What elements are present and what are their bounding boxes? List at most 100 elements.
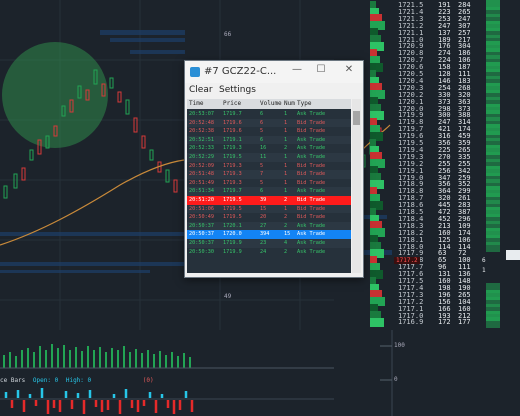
- ladder-row[interactable]: 1720.4 146 183: [334, 75, 520, 87]
- ladder-row[interactable]: 1718.8 364 299: [334, 186, 520, 197]
- ladder-row[interactable]: 1716.9 172 177: [334, 317, 520, 328]
- col-type[interactable]: Type: [297, 100, 312, 107]
- table-row[interactable]: 20:50:30 1719.9 24 2 Ask Trade: [187, 247, 351, 257]
- ladder-row[interactable]: 1720.7 224 106: [334, 55, 520, 66]
- ladder-row[interactable]: 1719.0 347 259: [334, 172, 520, 183]
- minimize-button[interactable]: —: [292, 64, 302, 75]
- cell-type: Ask Trade: [297, 231, 326, 238]
- ladder-price: 1720.4: [398, 76, 424, 85]
- col-price[interactable]: Price: [223, 100, 242, 107]
- ladder-row[interactable]: 1720.2 330 320: [334, 89, 520, 101]
- window-titlebar[interactable]: #7 GCZ22-C... — ☐ ✕: [185, 61, 363, 83]
- ladder-row[interactable]: 1718.3 213 109: [334, 220, 520, 232]
- ladder-row[interactable]: 1721.3 253 247: [334, 13, 520, 25]
- ladder-row[interactable]: 1718.7 320 261: [334, 193, 520, 204]
- ladder-row[interactable]: 1719.6 316 459: [334, 131, 520, 142]
- cell-num: 1: [284, 179, 288, 186]
- col-num[interactable]: Num: [284, 100, 295, 107]
- scrollbar-thumb[interactable]: [353, 111, 360, 125]
- ladder-row[interactable]: 1718.9 356 352: [334, 179, 520, 190]
- ladder-row[interactable]: 1721.2 247 307: [334, 20, 520, 32]
- ladder-row[interactable]: 1717.2 156 104: [334, 296, 520, 308]
- maximize-button[interactable]: ☐: [316, 64, 326, 75]
- price-ladder[interactable]: 1721.5 191 284 1721.4 223 265 1721.3 253 247 1721…: [334, 0, 520, 330]
- cell-num: 2: [284, 145, 288, 152]
- table-row[interactable]: 20:51:06 1719.5 15 1 Bid Trade: [187, 204, 351, 214]
- ladder-price: 1720.1: [398, 97, 424, 106]
- ladder-row[interactable]: 1718.4 452 296: [334, 213, 520, 225]
- table-row[interactable]: 20:51:48 1719.3 7 1 Bid Trade: [187, 170, 351, 179]
- ladder-row[interactable]: 1718.1 125 106: [334, 234, 520, 245]
- ladder-row[interactable]: 1718.6 445 283: [334, 200, 520, 211]
- ladder-row[interactable]: 1719.1 256 342: [334, 165, 520, 176]
- ladder-row[interactable]: 1720.3 254 268: [334, 82, 520, 94]
- table-row[interactable]: 20:52:09 1719.3 5 1 Bid Trade: [187, 161, 351, 171]
- table-row[interactable]: 20:52:33 1719.3 16 2 Ask Trade: [187, 144, 351, 153]
- ladder-row[interactable]: 1719.4 225 265: [334, 144, 520, 156]
- ladder-row[interactable]: 1719.3 270 335: [334, 151, 520, 163]
- ladder-row[interactable]: 1720.8 274 186: [334, 48, 520, 59]
- ladder-row[interactable]: 1717.9 63 72: [334, 248, 520, 259]
- ladder-row[interactable]: 1719.9 300 388: [334, 110, 520, 121]
- ladder-row[interactable]: 1720.9 176 304: [334, 41, 520, 52]
- ladder-row[interactable]: 1720.0 298 373: [334, 103, 520, 114]
- table-row[interactable]: 20:51:20 1719.5 39 2 Bid Trade: [187, 196, 351, 205]
- menu-clear[interactable]: Clear: [189, 85, 213, 95]
- ladder-price: 1718.7: [398, 194, 424, 203]
- ladder-row[interactable]: 1719.8 247 314: [334, 117, 520, 128]
- table-row[interactable]: 20:52:29 1719.5 11 1 Ask Trade: [187, 153, 351, 162]
- trades-table[interactable]: Time Price Volume Num Type 20:53:07 1719.…: [187, 99, 351, 273]
- ladder-row[interactable]: 1720.6 158 187: [334, 62, 520, 73]
- table-row[interactable]: 20:50:49 1719.5 20 2 Bid Trade: [187, 213, 351, 222]
- ladder-row[interactable]: 1717.1 166 160: [334, 303, 520, 314]
- close-button[interactable]: ✕: [344, 64, 354, 75]
- ladder-row[interactable]: 1717.6 131 136: [334, 269, 520, 279]
- ladder-row[interactable]: 1718.0 114 114: [334, 241, 520, 252]
- cell-price: 1719.5: [223, 214, 242, 221]
- col-volume[interactable]: Volume: [260, 100, 282, 107]
- ladder-price: 1718.3: [398, 221, 424, 230]
- ladder-row[interactable]: 1718.5 472 387: [334, 207, 520, 218]
- ladder-row[interactable]: 1719.7 421 174: [334, 124, 520, 135]
- ladder-row[interactable]: 1721.5 191 284: [334, 0, 520, 11]
- ladder-cell-highlight: [486, 124, 500, 135]
- ladder-cell-highlight: [486, 103, 500, 114]
- ladder-row[interactable]: 1717.4 198 190: [334, 282, 520, 294]
- ladder-cell-highlight: [486, 158, 500, 170]
- ladder-ask-volume: 177: [458, 318, 471, 327]
- ladder-row[interactable]: 1718.2 160 174: [334, 227, 520, 239]
- ladder-row[interactable]: 1721.0 189 217: [334, 34, 520, 45]
- cell-time: 20:52:38: [189, 128, 214, 135]
- cell-price: 1719.7: [223, 188, 242, 195]
- table-row[interactable]: 20:50:37 1720.1 27 2 Ask Trade: [187, 221, 351, 231]
- table-scrollbar[interactable]: [352, 99, 361, 273]
- ladder-row[interactable]: 1721.1 137 257: [334, 27, 520, 38]
- ladder-row[interactable]: 1720.5 128 111: [334, 69, 520, 80]
- ladder-row[interactable]: 1717.0 193 212: [334, 310, 520, 321]
- table-row[interactable]: 20:53:07 1719.7 6 1 Ask Trade: [187, 110, 351, 119]
- menu-settings[interactable]: Settings: [219, 85, 256, 95]
- table-row[interactable]: 20:51:34 1719.7 6 1 Ask Trade: [187, 187, 351, 196]
- cell-time: 20:50:37: [189, 231, 214, 238]
- table-row[interactable]: 20:52:51 1719.1 6 1 Ask Trade: [187, 135, 351, 145]
- ladder-volume-bar: [370, 76, 379, 86]
- time-and-sales-window[interactable]: #7 GCZ22-C... — ☐ ✕ Clear Settings Time …: [184, 60, 364, 278]
- ladder-row[interactable]: 1719.2 255 255: [334, 158, 520, 170]
- ladder-row[interactable]: 1720.1 373 363: [334, 96, 520, 107]
- table-row[interactable]: 20:50:37 1719.9 23 4 Ask Trade: [187, 239, 351, 248]
- ladder-row[interactable]: 1717.7 96 111: [334, 262, 520, 272]
- ladder-volume-bar: [370, 28, 378, 38]
- ladder-row[interactable]: 1721.4 223 265: [334, 6, 520, 18]
- table-row[interactable]: 20:52:38 1719.6 5 1 Bid Trade: [187, 127, 351, 136]
- col-time[interactable]: Time: [189, 100, 204, 107]
- ladder-row[interactable]: 1719.5 356 359: [334, 138, 520, 149]
- table-row[interactable]: 20:50:37 1720.0 394 15 Ask Trade: [187, 230, 351, 239]
- cell-volume: 7: [260, 171, 264, 178]
- ladder-price: 1719.9: [398, 111, 424, 120]
- table-row[interactable]: 20:51:49 1719.3 5 1 Bid Trade: [187, 178, 351, 188]
- table-row[interactable]: 20:52:48 1719.6 6 1 Bid Trade: [187, 118, 351, 128]
- ladder-volume-bar: [370, 166, 378, 176]
- ladder-ask-volume: 459: [458, 132, 471, 141]
- ladder-row[interactable]: 1717.5 160 148: [334, 276, 520, 286]
- ladder-row[interactable]: 1717.3 196 265: [334, 289, 520, 301]
